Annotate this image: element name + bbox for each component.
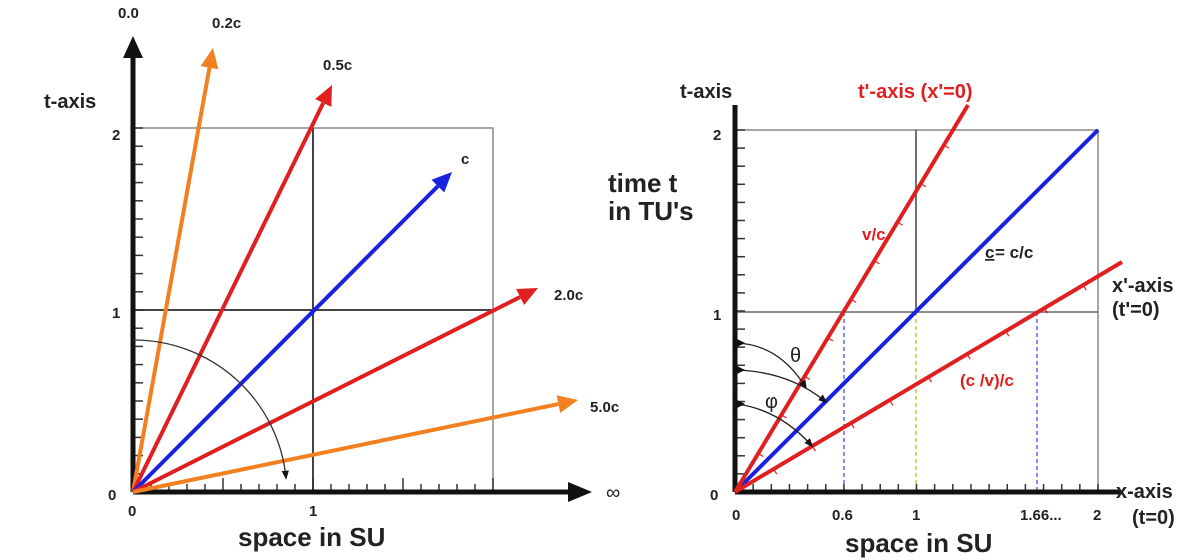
t-axis-label: t-axis xyxy=(680,81,732,103)
t-axis-label: t-axis xyxy=(44,91,96,113)
time-label-line1: time t xyxy=(608,168,678,198)
worldline-0.2c xyxy=(131,67,212,493)
worldline-c xyxy=(131,184,440,494)
arc-start-marker xyxy=(735,338,745,348)
phi-label: φ xyxy=(765,391,778,413)
phi-arc-blue xyxy=(736,369,828,404)
prime-axis-tick xyxy=(873,260,880,265)
worldlines xyxy=(131,48,578,494)
t-tick-2: 2 xyxy=(713,127,721,144)
worldline-2.0c xyxy=(132,295,522,494)
t-axis-arrowhead xyxy=(123,36,143,58)
prime-axis-tick xyxy=(927,376,933,383)
prime-axis-tick xyxy=(897,221,903,226)
t-tick-0: 0 xyxy=(108,487,116,504)
prime-axis-tick xyxy=(1043,307,1049,314)
x-axis-label-line1: x-axis xyxy=(1116,481,1173,503)
prime-axis-tick xyxy=(773,468,778,475)
rotation-arc xyxy=(132,339,289,480)
left-diagram: 0.0 t-axis 2 1 0 0 1 space in SU ∞ 0.2c … xyxy=(44,5,620,552)
worldline-5.0c xyxy=(132,402,559,494)
worldline-arrowhead-2.0c xyxy=(516,288,538,306)
t-prime-axis-label: t'-axis (x'=0) xyxy=(858,81,973,103)
worldline-label-0.2c: 0.2c xyxy=(212,15,241,32)
top-label: 0.0 xyxy=(118,5,139,22)
worldline-0.5c xyxy=(131,102,326,493)
prime-axis-tick xyxy=(804,375,811,380)
prime-axis-tick xyxy=(1082,284,1087,291)
c-equals-label: = c/c xyxy=(995,243,1033,262)
t-tick-0: 0 xyxy=(710,487,718,504)
t-tick-2: 2 xyxy=(112,127,120,144)
x-tick-1: 1 xyxy=(912,507,920,524)
worldline-arrowhead-5.0c xyxy=(556,395,578,413)
prime-axis-tick xyxy=(889,399,894,406)
t-prime-axis-line xyxy=(733,103,970,494)
worldline-arrowhead-0.5c xyxy=(315,85,332,107)
c-label-underlined: c xyxy=(985,243,994,262)
x-tick-2: 2 xyxy=(1093,507,1101,524)
prime-axis-tick xyxy=(943,144,950,149)
x-axis-title: space in SU xyxy=(845,528,992,558)
worldline-arrowhead-c xyxy=(431,172,452,193)
x-prime-axis-label-line1: x'-axis xyxy=(1112,275,1173,297)
x-tick-0.6: 0.6 xyxy=(832,507,853,524)
infinity-label: ∞ xyxy=(606,482,620,504)
x-axis-title: space in SU xyxy=(238,522,385,552)
prime-axis-tick xyxy=(920,183,927,188)
prime-axis-tick xyxy=(757,452,764,458)
worldline-label-2.0c: 2.0c xyxy=(554,287,583,304)
phi-arc-red xyxy=(736,403,814,448)
t-tick-1: 1 xyxy=(713,307,721,324)
prime-axis-tick xyxy=(850,298,857,303)
x-axis-label-line2: (t=0) xyxy=(1132,507,1175,529)
worldline-label-5.0c: 5.0c xyxy=(590,399,619,416)
light-line xyxy=(733,128,1100,494)
right-diagram: t-axis t'-axis (x'=0) time t in TU's v/c… xyxy=(608,81,1175,558)
prime-axis-ticks xyxy=(757,144,1087,475)
worldline-label-0.5c: 0.5c xyxy=(323,57,352,74)
x-tick-0: 0 xyxy=(732,507,740,524)
x-tick-1: 1 xyxy=(309,503,317,520)
x-tick-1.66: 1.66... xyxy=(1020,507,1062,524)
theta-arc xyxy=(736,342,807,390)
arc-start-marker xyxy=(735,365,745,375)
prime-axis-tick xyxy=(1005,330,1010,337)
x-axis-arrowhead xyxy=(568,482,592,502)
prime-axis-tick xyxy=(781,414,787,419)
worldline-label-c: c xyxy=(461,151,469,168)
x-tick-0: 0 xyxy=(128,503,136,520)
cv-label: (c /v)/c xyxy=(960,371,1014,390)
prime-axis-tick xyxy=(850,422,855,429)
prime-axis-tick xyxy=(827,337,834,342)
theta-label: θ xyxy=(790,345,801,367)
x-prime-axis-label-line2: (t'=0) xyxy=(1112,299,1160,321)
t-tick-1: 1 xyxy=(112,305,120,322)
arc-start-marker xyxy=(735,399,745,409)
prime-axis-tick xyxy=(966,353,971,360)
worldline-arrowhead-0.2c xyxy=(200,48,219,70)
v-over-c-label: v/c xyxy=(862,225,886,244)
time-label-line2: in TU's xyxy=(608,196,694,226)
